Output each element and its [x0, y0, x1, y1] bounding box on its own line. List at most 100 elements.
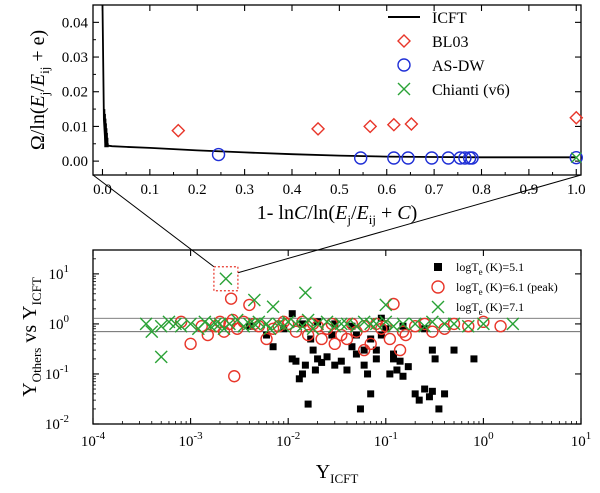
bottom-series: [139, 266, 520, 413]
legend-label: logTe (K)=5.1: [456, 260, 524, 277]
bottom-point: [298, 286, 312, 300]
legend-label: logTe (K)=7.1: [456, 300, 524, 317]
top-point-bl03: [386, 117, 401, 132]
bottom-point: [139, 317, 153, 331]
top-x-tick-label: 0.7: [425, 182, 444, 198]
bottom-point: [198, 315, 212, 329]
bottom-point: [447, 317, 461, 331]
top-point-bl03: [569, 110, 584, 125]
top-point-as-dw: [425, 151, 439, 165]
top-panel: 0.00.10.20.30.40.50.60.70.80.91.00.000.0…: [27, 4, 586, 227]
connector-right: [237, 174, 582, 274]
top-x-tick-label: 0.3: [235, 182, 254, 198]
bottom-point: [396, 317, 410, 331]
connector-left: [92, 174, 215, 268]
bottom-point: [314, 355, 322, 363]
bottom-y-axis-label: ΥOthers vs ΥICFT: [19, 277, 44, 397]
bottom-x-tick-label: 100: [473, 430, 494, 450]
bottom-point: [331, 320, 339, 328]
bottom-y-tick-label: 10-1: [45, 363, 69, 383]
bottom-point: [301, 361, 309, 369]
bottom-point: [328, 337, 341, 351]
bottom-point: [360, 361, 368, 369]
bottom-point: [243, 298, 256, 312]
bottom-point: [441, 390, 449, 398]
bottom-point: [404, 363, 412, 371]
bottom-point: [494, 320, 507, 333]
top-point-as-dw: [353, 151, 368, 165]
top-point-chianti-v6-: [570, 152, 582, 164]
bottom-point: [357, 320, 371, 333]
top-x-tick-label: 0.0: [93, 182, 112, 198]
bottom-point: [184, 337, 197, 351]
bottom-point: [304, 400, 312, 408]
top-point-as-dw: [211, 147, 226, 162]
top-y-tick-label: 0.01: [62, 119, 88, 135]
top-point-bl03: [404, 117, 419, 131]
bottom-point: [399, 372, 407, 380]
bottom-point: [393, 366, 401, 374]
bottom-point: [281, 315, 295, 329]
bottom-point: [252, 315, 266, 329]
bottom-point: [288, 355, 296, 363]
bottom-point: [331, 361, 339, 369]
bottom-point: [348, 343, 356, 351]
top-point-as-dw: [465, 151, 479, 165]
bottom-point: [425, 393, 433, 401]
bottom-point: [450, 346, 458, 354]
legend-label: Chianti (v6): [432, 82, 510, 99]
bottom-point: [364, 337, 377, 351]
bottom-point: [289, 325, 303, 338]
bottom-point: [311, 366, 319, 374]
legend-label: logTe (K)=6.1 (peak): [456, 280, 558, 297]
bottom-x-tick-label: 10-4: [81, 430, 106, 450]
top-point-bl03: [363, 119, 378, 134]
bottom-point: [415, 396, 423, 404]
bottom-point: [145, 325, 159, 339]
bottom-y-tick-label: 101: [49, 263, 70, 283]
legend-marker: [431, 300, 445, 314]
top-point-as-dw: [458, 151, 472, 165]
legend-marker: [431, 280, 445, 294]
bottom-point: [315, 332, 328, 346]
zoom-connector-lines: [92, 174, 582, 274]
bottom-point: [476, 317, 490, 331]
top-x-tick-label: 0.5: [330, 182, 349, 198]
bottom-x-tick-label: 101: [571, 430, 592, 450]
bottom-point: [301, 313, 315, 327]
legend-label: ICFT: [432, 10, 467, 27]
bottom-x-tick-label: 10-2: [276, 430, 300, 450]
bottom-point: [266, 300, 280, 314]
bottom-point: [379, 320, 392, 333]
bottom-point: [352, 350, 360, 358]
bottom-point: [263, 331, 271, 339]
bottom-point: [184, 317, 198, 331]
bottom-point: [288, 310, 296, 318]
bottom-point: [247, 317, 261, 331]
bottom-point: [269, 343, 277, 351]
top-point-bl03: [311, 121, 326, 136]
bottom-point: [337, 357, 345, 365]
bottom-point: [266, 322, 280, 335]
bottom-point: [364, 370, 372, 378]
top-x-tick-label: 0.1: [140, 182, 159, 198]
bottom-point: [421, 385, 429, 393]
bottom-point: [390, 355, 398, 363]
bottom-point: [418, 319, 432, 333]
bottom-point: [224, 292, 238, 305]
bottom-point: [282, 317, 295, 331]
bottom-point: [209, 317, 223, 331]
bottom-point: [360, 346, 368, 354]
bottom-point: [295, 375, 303, 383]
bottom-point: [352, 331, 360, 339]
legend-bl03-marker: [397, 34, 411, 48]
bottom-plot-frame: [92, 249, 582, 425]
top-ticks: 0.00.10.20.30.40.50.60.70.80.91.00.000.0…: [62, 5, 586, 198]
top-x-tick-label: 0.8: [472, 182, 491, 198]
bottom-point: [320, 315, 334, 329]
bottom-point: [390, 350, 398, 358]
bottom-point: [340, 332, 354, 346]
bottom-point: [356, 405, 364, 413]
bottom-point: [323, 353, 331, 361]
bottom-point: [426, 325, 439, 338]
